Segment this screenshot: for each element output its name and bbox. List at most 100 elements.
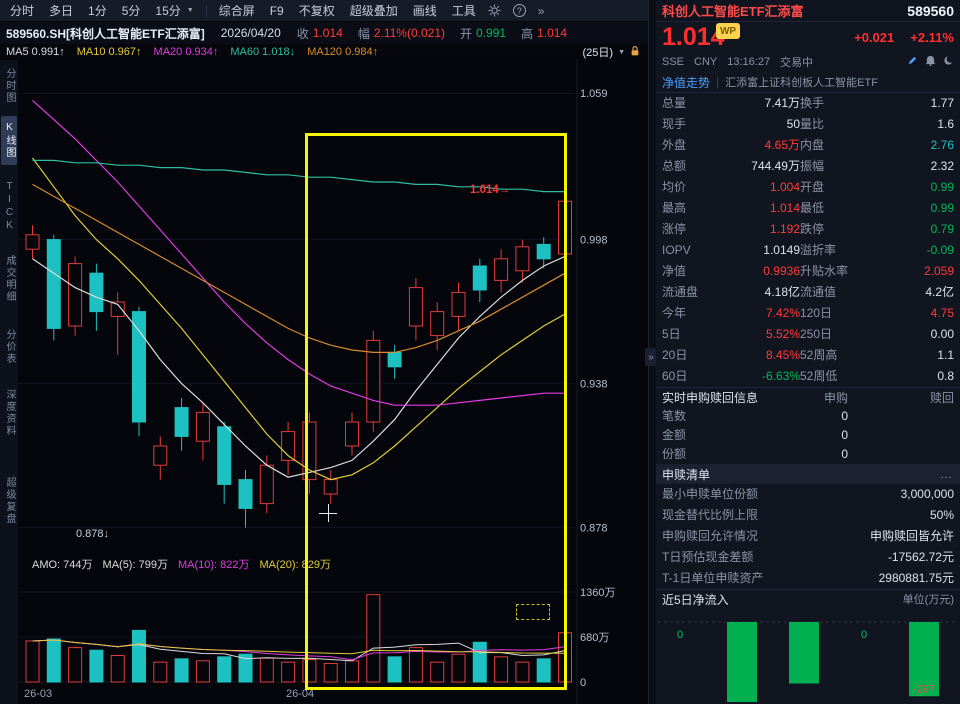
toolbar-tool-4[interactable]: 画线 bbox=[412, 4, 437, 18]
edit-icon[interactable] bbox=[907, 55, 918, 69]
wp-badge[interactable]: WP bbox=[716, 23, 740, 39]
stat-label: 外盘 bbox=[662, 138, 687, 152]
toolbar-tab-0[interactable]: 分时 bbox=[10, 4, 35, 18]
subscription-col-sell: 赎回 bbox=[929, 391, 954, 405]
toolbar-tab-1[interactable]: 多日 bbox=[49, 4, 74, 18]
sidebar-item-2[interactable]: TICK bbox=[4, 181, 15, 233]
stat-label: 溢折率 bbox=[800, 243, 837, 257]
stats-row-6: 涨停 1.192 跌停 0.79 bbox=[662, 219, 954, 240]
redemption-list-rows: 最小申赎单位份额 3,000,000 现金替代比例上限 50% 申购赎回允许情况 申购赎回… bbox=[656, 484, 960, 589]
stat-value: -6.63% bbox=[761, 369, 800, 383]
list-value: 50% bbox=[929, 508, 954, 522]
instrument-name: 科创人工智能ETF汇添富 bbox=[662, 4, 804, 19]
stats-row-2: 外盘 4.65万 内盘 2.76 bbox=[662, 135, 954, 156]
moon-icon[interactable] bbox=[943, 55, 954, 69]
stats-row-7: IOPV 1.0149 溢折率 -0.09 bbox=[662, 240, 954, 261]
ma-line-ma120 bbox=[32, 183, 566, 353]
inflow-label: 0 bbox=[861, 629, 867, 641]
candle bbox=[387, 351, 402, 368]
sidebar-item-4[interactable]: 分价表 bbox=[4, 329, 15, 365]
stats-row-5: 最高 1.014 最低 0.99 bbox=[662, 198, 954, 219]
stat-value: 744.49万 bbox=[751, 159, 800, 173]
subscription-row-0: 笔数 0 bbox=[662, 407, 954, 426]
close-label: 收 bbox=[296, 26, 309, 41]
sub-sell-value bbox=[848, 445, 954, 464]
lock-icon[interactable] bbox=[630, 45, 640, 60]
price-axis-label: 0.938 bbox=[580, 379, 608, 391]
candle bbox=[89, 272, 104, 313]
stat-value: 2.059 bbox=[923, 264, 954, 278]
stat-value: 4.75 bbox=[930, 306, 954, 320]
quote-date: 2026/04/20 bbox=[220, 26, 281, 40]
volume-bar bbox=[558, 632, 572, 683]
candle bbox=[153, 445, 168, 466]
volume-bar bbox=[89, 649, 104, 683]
volume-bar bbox=[323, 662, 338, 683]
toolbar-tool-1[interactable]: F9 bbox=[269, 3, 284, 18]
nav-trend-link[interactable]: 净值走势 bbox=[662, 75, 711, 90]
inflow-bar bbox=[727, 622, 757, 702]
net-inflow-chart[interactable]: 0 0 -297 bbox=[658, 608, 958, 704]
market-info-row: SSE CNY 13:16:27 交易中 bbox=[656, 52, 960, 72]
toolbar-tab-2[interactable]: 1分 bbox=[88, 4, 107, 18]
gear-icon[interactable] bbox=[488, 4, 501, 17]
toolbar-tab-4[interactable]: 15分 bbox=[155, 4, 181, 18]
instrument-code: 589560 bbox=[907, 2, 954, 19]
price-row: 1.014 +0.021 +2.11% bbox=[656, 22, 960, 52]
volume-bar bbox=[238, 653, 253, 683]
stats-row-10: 今年 7.42% 120日 4.75 bbox=[662, 303, 954, 324]
period-selector[interactable]: (25日) bbox=[582, 47, 614, 59]
sidebar-item-0[interactable]: 分时图 bbox=[4, 68, 15, 104]
close-value: 1.014 bbox=[312, 26, 343, 40]
list-label: 最小申赎单位份额 bbox=[662, 487, 759, 501]
high-value: 1.014 bbox=[537, 26, 568, 40]
toolbar-tab-3[interactable]: 5分 bbox=[121, 4, 141, 18]
kline-chart[interactable]: 1.059 0.998 0.938 0.878 1360万 680万 0 26-03 26-04 bbox=[18, 60, 648, 704]
sub-buy-value: 0 bbox=[841, 428, 848, 442]
bell-icon[interactable] bbox=[925, 55, 936, 69]
volume-bar bbox=[536, 658, 551, 683]
list-row-3: T日预估现金差额 -17562.72元 bbox=[662, 547, 954, 568]
list-value: 3,000,000 bbox=[900, 487, 954, 501]
help-icon[interactable]: ? bbox=[512, 4, 526, 17]
ma-legend-item-2: MA20 0.934↑ bbox=[153, 46, 219, 58]
more-chevrons-icon[interactable]: » bbox=[537, 3, 545, 18]
list-row-0: 最小申赎单位份额 3,000,000 bbox=[662, 484, 954, 505]
price-change-pct: +2.11% bbox=[910, 29, 954, 45]
stats-grid: 总量 7.41万 换手 1.77 现手 50 量比 1.6 外盘 4.65万 内盘 2.76 总额 744… bbox=[656, 93, 960, 387]
stat-label: 涨停 bbox=[662, 222, 687, 236]
exchange-label: SSE bbox=[662, 56, 685, 68]
chevron-down-icon[interactable]: ▼ bbox=[186, 7, 194, 14]
panel-collapse-handle[interactable]: » bbox=[645, 348, 657, 366]
more-button[interactable]: … bbox=[940, 467, 954, 481]
sub-sell-value bbox=[848, 407, 954, 426]
toolbar-tool-3[interactable]: 超级叠加 bbox=[349, 4, 398, 18]
stat-label: 总量 bbox=[662, 96, 687, 110]
stat-label: 20日 bbox=[662, 348, 688, 362]
volume-bar bbox=[472, 641, 487, 683]
stat-label: 现手 bbox=[662, 117, 687, 131]
redemption-list-title: 申赎清单 bbox=[662, 467, 711, 482]
volume-bar bbox=[68, 647, 83, 683]
toolbar-tools: 综合屏 F9 不复权 超级叠加 画线 工具 bbox=[219, 2, 476, 19]
quote-detail-panel: 科创人工智能ETF汇添富 589560 1.014 +0.021 +2.11% … bbox=[656, 0, 960, 704]
sidebar-item-1[interactable]: K线图 bbox=[1, 116, 17, 165]
stat-value: -0.09 bbox=[926, 243, 954, 257]
chevron-down-icon[interactable]: ▼ bbox=[618, 48, 625, 56]
sidebar-item-6[interactable]: 超级复盘 bbox=[4, 477, 15, 525]
inflow-bar bbox=[789, 622, 819, 684]
trading-status: 交易中 bbox=[780, 57, 814, 69]
subscription-row-1: 金额 0 bbox=[662, 426, 954, 445]
stat-value: 8.45% bbox=[765, 348, 800, 362]
toolbar-tool-5[interactable]: 工具 bbox=[451, 4, 476, 18]
volume-bar bbox=[110, 655, 125, 683]
sidebar-item-3[interactable]: 成交明细 bbox=[4, 255, 15, 303]
toolbar-tool-0[interactable]: 综合屏 bbox=[218, 4, 255, 18]
volume-bar bbox=[281, 661, 296, 683]
ma-legend-item-1: MA10 0.967↑ bbox=[76, 46, 142, 58]
toolbar-tool-2[interactable]: 不复权 bbox=[298, 4, 335, 18]
stat-value: 0.99 bbox=[930, 180, 954, 194]
left-view-sidebar: 分时图 K线图 TICK 成交明细分价表深度资料超级复盘 bbox=[0, 60, 18, 704]
stat-label: 总额 bbox=[662, 159, 687, 173]
sidebar-item-5[interactable]: 深度资料 bbox=[4, 389, 15, 437]
